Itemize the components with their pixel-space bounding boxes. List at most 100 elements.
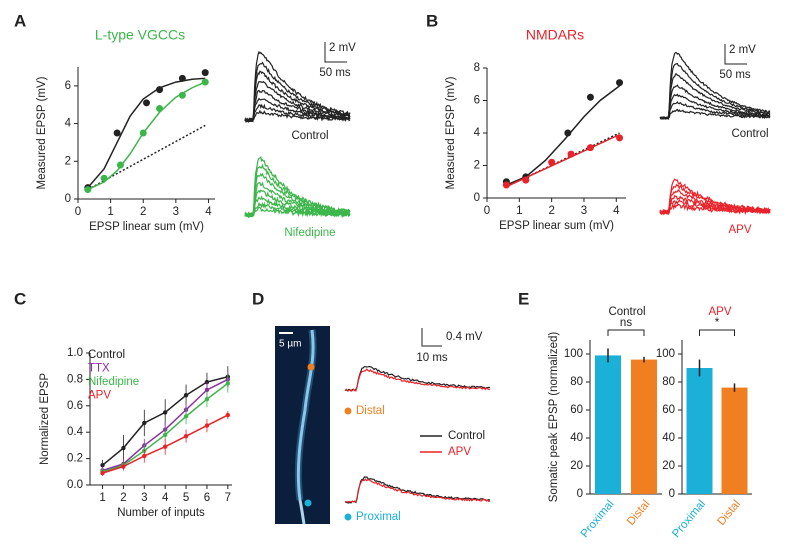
x-tick-label: 4 xyxy=(205,206,212,218)
x-tick-label: Proximal xyxy=(670,498,708,540)
x-axis-label: Number of inputs xyxy=(117,507,205,519)
trace xyxy=(659,178,771,215)
trace xyxy=(244,109,351,123)
trace-label: APV xyxy=(728,224,751,236)
trace xyxy=(244,103,351,123)
scale-label: 0.4 mV xyxy=(446,331,483,343)
point xyxy=(616,134,624,142)
x-tick-label: 7 xyxy=(225,492,231,504)
x-tick-label: 3 xyxy=(141,492,147,504)
y-tick-label: 60 xyxy=(662,404,675,416)
trace-label: Nifedipine xyxy=(284,227,335,239)
bar xyxy=(631,359,657,494)
trace-label: Control xyxy=(291,130,328,142)
y-tick-label: 4 xyxy=(65,118,72,130)
point xyxy=(143,99,150,107)
site-dot xyxy=(344,513,352,521)
significance-bracket xyxy=(607,329,645,336)
point xyxy=(178,74,186,82)
scale-label: 2 mV xyxy=(729,44,756,56)
trace xyxy=(659,183,771,216)
y-tick-label: 100 xyxy=(656,348,675,360)
trace-scale-bar xyxy=(724,44,747,65)
point xyxy=(586,93,594,101)
y-tick-label: 0 xyxy=(669,488,675,500)
point xyxy=(142,420,147,426)
y-tick-label: 1.0 xyxy=(67,347,83,359)
x-tick-label: 4 xyxy=(162,492,169,504)
panel-label: A xyxy=(14,11,26,30)
dendrite-glow xyxy=(294,329,317,501)
y-axis-label: Measured EPSP (mV) xyxy=(445,76,457,189)
legend-label: Control xyxy=(448,430,485,442)
chart-title: Control xyxy=(608,306,645,318)
fit-line xyxy=(87,77,206,189)
y-tick-label: 20 xyxy=(662,460,675,472)
trace xyxy=(244,195,351,218)
panel-label: E xyxy=(518,289,529,308)
trace xyxy=(344,478,491,503)
trace xyxy=(244,61,351,123)
point xyxy=(201,69,209,77)
point xyxy=(225,381,231,386)
y-tick-label: 0.2 xyxy=(67,453,83,465)
y-axis-label: Somatic peak EPSP (normalized) xyxy=(548,332,560,503)
point xyxy=(156,104,164,112)
point xyxy=(162,444,168,449)
trace xyxy=(244,80,351,122)
point xyxy=(522,176,530,184)
point xyxy=(156,86,164,94)
chart-title: NMDARs xyxy=(526,27,584,43)
x-tick-label: 2 xyxy=(120,492,126,504)
y-axis-label: Normalized EPSP xyxy=(39,373,51,465)
point xyxy=(100,463,105,468)
point xyxy=(564,129,572,137)
point xyxy=(84,186,92,194)
x-axis-label: EPSP linear sum (mV) xyxy=(89,221,204,233)
significance-label: ns xyxy=(620,317,632,329)
point xyxy=(162,410,168,415)
y-tick-label: 40 xyxy=(662,432,675,444)
panel-label: C xyxy=(14,289,26,308)
point xyxy=(616,79,624,87)
scale-label: 50 ms xyxy=(719,69,751,81)
point xyxy=(204,397,210,402)
point xyxy=(139,129,147,137)
x-tick-label: 1 xyxy=(107,206,113,218)
point xyxy=(113,129,121,137)
x-tick-label: Distal xyxy=(625,498,653,528)
y-tick-label: 4 xyxy=(474,127,481,139)
trace xyxy=(244,181,351,219)
x-tick-label: 1 xyxy=(516,205,522,217)
y-tick-label: 2 xyxy=(65,155,71,167)
panel-label: B xyxy=(426,11,438,30)
trace xyxy=(244,97,351,123)
x-tick-label: 2 xyxy=(140,206,146,218)
legend-label: APV xyxy=(88,390,111,402)
x-axis-label: EPSP linear sum (mV) xyxy=(499,220,614,232)
legend-label: Nifedipine xyxy=(88,376,139,388)
scale-label: 50 ms xyxy=(319,67,351,79)
y-tick-label: 80 xyxy=(570,376,583,388)
y-axis-label: Measured EPSP (mV) xyxy=(36,76,48,189)
point xyxy=(204,379,210,385)
point xyxy=(100,470,105,476)
scale-label: 2 mV xyxy=(329,42,356,54)
trace-label: Control xyxy=(731,128,768,140)
panel-label: D xyxy=(252,289,264,308)
trace xyxy=(659,101,771,120)
significance-bracket xyxy=(699,329,735,336)
y-tick-label: 100 xyxy=(564,348,583,360)
x-tick-label: Distal xyxy=(715,498,743,528)
site-label: Distal xyxy=(356,405,385,417)
y-tick-label: 8 xyxy=(474,62,480,74)
trace xyxy=(244,156,351,218)
point xyxy=(502,181,510,189)
bar xyxy=(686,368,713,494)
trace-scale-bar xyxy=(324,42,347,63)
panel-d: D 5 µm Distal Proximal Control APV 0.4 m… xyxy=(252,289,485,525)
x-tick-label: 1 xyxy=(99,492,105,504)
y-tick-label: 20 xyxy=(570,460,583,472)
trace xyxy=(344,365,491,392)
